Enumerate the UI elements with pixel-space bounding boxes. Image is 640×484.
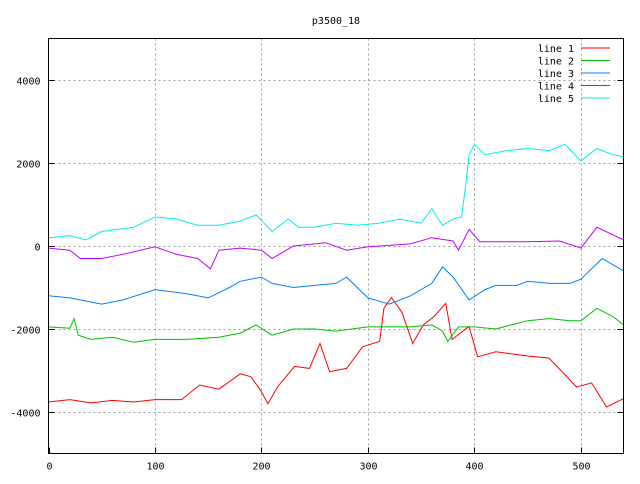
series-line-3 xyxy=(48,257,624,305)
x-tick-label: 0 xyxy=(46,462,52,473)
series-line-5 xyxy=(48,143,624,241)
plot-border xyxy=(48,38,624,454)
axis-ticks: 0 100 200 300 400 500 -4000 -2000 0 2000 4000 xyxy=(10,77,624,473)
y-tick-label: -4000 xyxy=(10,409,40,420)
chart-title: p3500_18 xyxy=(312,16,360,27)
x-tick-label: 100 xyxy=(146,462,164,473)
series-lines xyxy=(48,143,624,408)
legend-label: line 1 xyxy=(538,44,574,55)
x-tick-label: 300 xyxy=(359,462,377,473)
legend-label: line 4 xyxy=(538,82,574,93)
y-tick-label: 4000 xyxy=(16,77,40,88)
series-line-4 xyxy=(48,226,624,270)
y-tick-label: 0 xyxy=(34,243,40,254)
legend-label: line 5 xyxy=(538,94,574,105)
x-tick-label: 500 xyxy=(572,462,590,473)
y-tick-label: -2000 xyxy=(10,326,40,337)
series-line-1 xyxy=(48,296,624,408)
series-line-2 xyxy=(48,307,624,343)
x-tick-label: 400 xyxy=(465,462,483,473)
legend-label: line 2 xyxy=(538,57,574,68)
grid xyxy=(48,38,624,454)
x-tick-label: 200 xyxy=(252,462,270,473)
y-tick-label: 2000 xyxy=(16,160,40,171)
legend-label: line 3 xyxy=(538,69,574,80)
